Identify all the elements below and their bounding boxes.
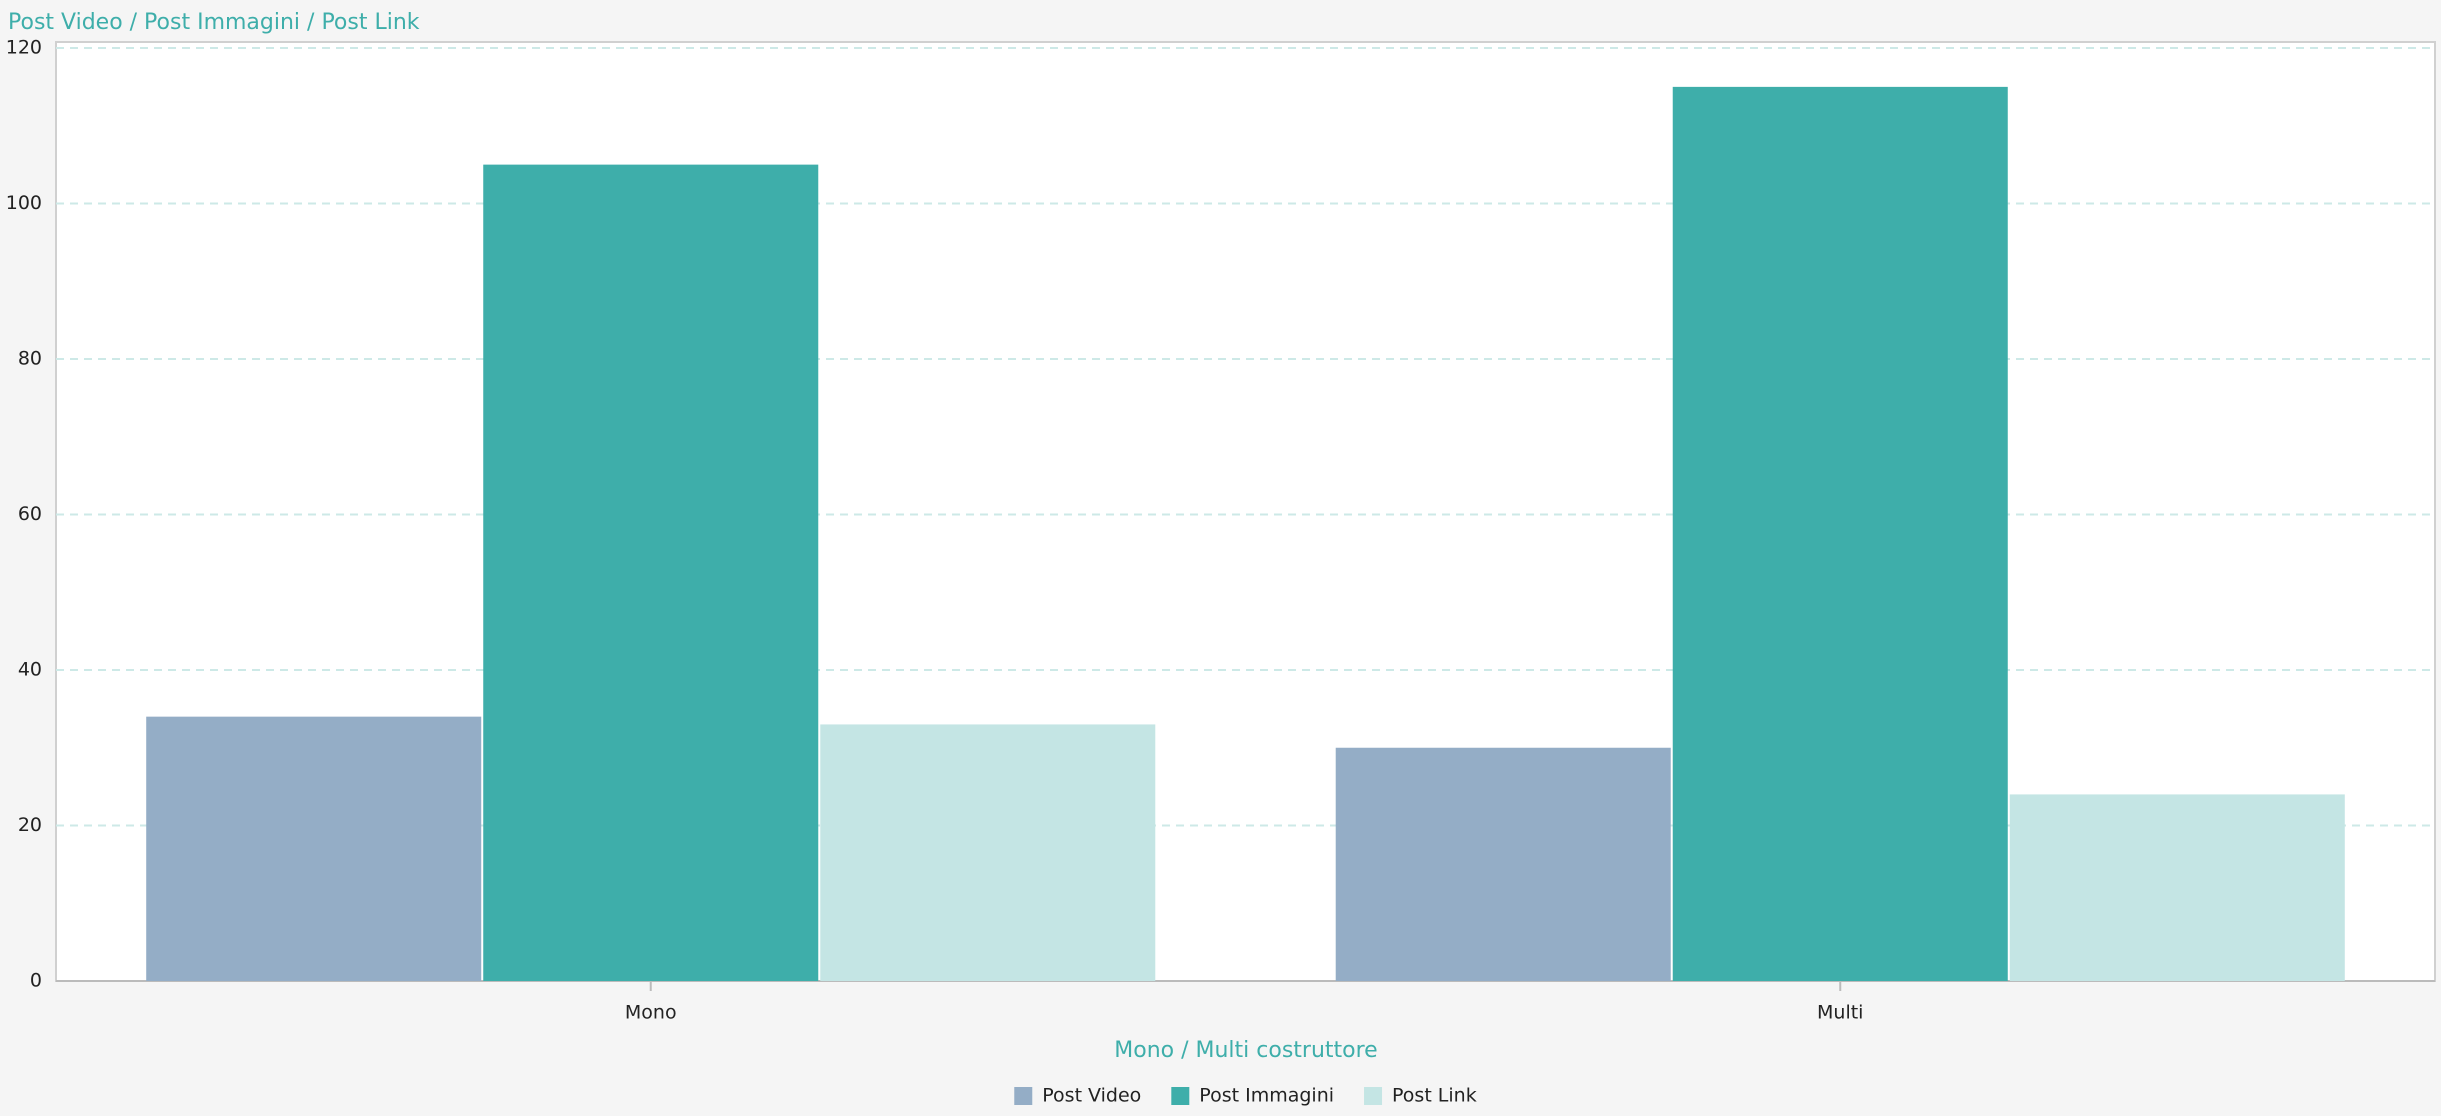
- legend-label: Post Link: [1392, 1085, 1477, 1107]
- y-tick-label: 120: [6, 37, 42, 59]
- y-tick-label: 60: [18, 503, 42, 525]
- y-tick-label: 0: [30, 970, 42, 992]
- y-tick-label: 40: [18, 659, 42, 681]
- y-tick-label: 20: [18, 814, 42, 836]
- legend-swatch: [1014, 1087, 1033, 1105]
- bar: [1335, 747, 1671, 981]
- legend-label: Post Immagini: [1199, 1085, 1334, 1107]
- legend-swatch: [1171, 1087, 1190, 1105]
- y-tick-label: 100: [6, 192, 42, 214]
- chart-title: Post Video / Post Immagini / Post Link: [8, 10, 420, 35]
- x-axis-title: Mono / Multi costruttore: [1114, 1038, 1377, 1063]
- x-tick-label: Mono: [625, 1002, 677, 1024]
- bar: [820, 724, 1156, 981]
- legend-label: Post Video: [1042, 1085, 1141, 1107]
- y-tick-label: 80: [18, 348, 42, 370]
- bar: [2009, 794, 2345, 981]
- x-tick-label: Multi: [1817, 1002, 1863, 1024]
- bar: [146, 716, 482, 981]
- bar: [483, 164, 819, 981]
- legend-swatch: [1364, 1087, 1383, 1105]
- bar: [1672, 86, 2008, 981]
